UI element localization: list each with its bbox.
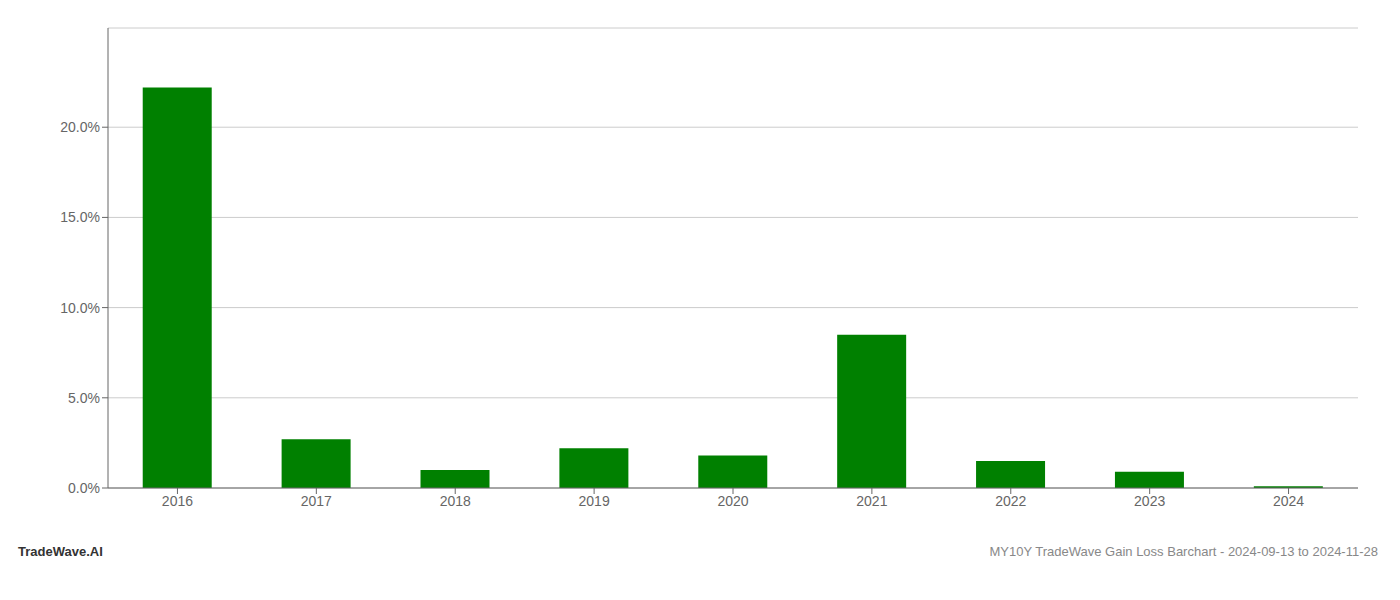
- svg-text:2021: 2021: [856, 493, 887, 509]
- svg-text:2019: 2019: [579, 493, 610, 509]
- html-text:MY10Y TradeWave Gain Loss Barc: MY10Y TradeWave Gain Loss Barchart - 202…: [989, 544, 1378, 559]
- svg-text:10.0%: 10.0%: [60, 300, 100, 316]
- svg-text:15.0%: 15.0%: [60, 209, 100, 225]
- svg-text:20.0%: 20.0%: [60, 119, 100, 135]
- svg-text:2024: 2024: [1273, 493, 1304, 509]
- svg-text:2020: 2020: [717, 493, 748, 509]
- svg-text:2023: 2023: [1134, 493, 1165, 509]
- svg-text:2022: 2022: [995, 493, 1026, 509]
- html-text:TradeWave.AI: TradeWave.AI: [18, 544, 103, 559]
- svg-text:5.0%: 5.0%: [68, 390, 100, 406]
- svg-text:2016: 2016: [162, 493, 193, 509]
- svg-text:2017: 2017: [301, 493, 332, 509]
- svg-text:2018: 2018: [440, 493, 471, 509]
- svg-text:0.0%: 0.0%: [68, 480, 100, 496]
